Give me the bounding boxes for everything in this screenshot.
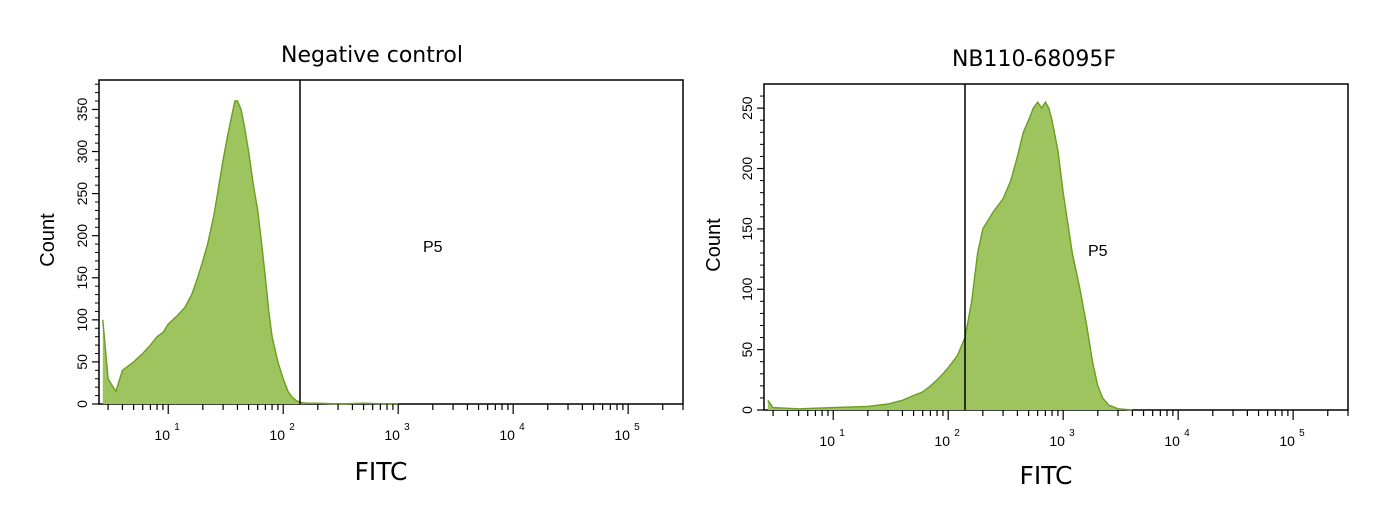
x-tick-exponent: 1 bbox=[174, 422, 180, 433]
y-tick-label: 150 bbox=[74, 266, 90, 290]
x-tick-exponent: 2 bbox=[954, 428, 960, 439]
y-tick-label: 100 bbox=[739, 277, 755, 301]
y-tick-label: 100 bbox=[74, 308, 90, 332]
x-tick-label: 10 bbox=[1049, 433, 1065, 449]
histogram-panel-nb110-68095f: NB110-68095F Count FITC 10 1 10 2 10 3 10 4 10 50… bbox=[703, 47, 1349, 490]
x-tick-exponent: 3 bbox=[404, 422, 410, 433]
chart-title: Negative control bbox=[281, 43, 463, 68]
y-tick-label: 0 bbox=[739, 406, 755, 414]
x-tick-label: 10 bbox=[934, 433, 950, 449]
x-tick-label: 10 bbox=[154, 427, 170, 443]
x-tick-label: 10 bbox=[1164, 433, 1180, 449]
gate-label: P5 bbox=[423, 239, 443, 256]
y-axis-label: Count bbox=[37, 213, 59, 267]
y-tick-label: 50 bbox=[739, 342, 755, 358]
x-tick-label: 10 bbox=[614, 427, 630, 443]
x-tick-exponent: 4 bbox=[1184, 428, 1190, 439]
y-tick-label: 250 bbox=[739, 96, 755, 120]
x-tick-exponent: 5 bbox=[634, 422, 640, 433]
x-tick-exponent: 3 bbox=[1069, 428, 1075, 439]
y-tick-label: 0 bbox=[74, 400, 90, 408]
gate-label: P5 bbox=[1088, 243, 1108, 260]
x-tick-exponent: 1 bbox=[839, 428, 845, 439]
y-tick-label: 50 bbox=[74, 354, 90, 370]
histogram-fill bbox=[102, 101, 399, 404]
y-tick-label: 150 bbox=[739, 217, 755, 241]
y-tick-label: 200 bbox=[739, 157, 755, 181]
x-tick-label: 10 bbox=[499, 427, 515, 443]
x-tick-exponent: 2 bbox=[289, 422, 295, 433]
x-axis-label: FITC bbox=[1019, 461, 1072, 490]
histogram-fill bbox=[767, 102, 1133, 410]
x-tick-label: 10 bbox=[384, 427, 400, 443]
histogram-outline bbox=[767, 100, 1133, 411]
y-axis-label: Count bbox=[703, 218, 725, 272]
x-tick-label: 10 bbox=[269, 427, 285, 443]
histogram-panel-negative-control: Negative control Count FITC 10 1 10 2 10 3 10 4… bbox=[37, 43, 684, 486]
y-tick-label: 350 bbox=[74, 98, 90, 122]
x-axis-label: FITC bbox=[354, 457, 407, 486]
x-tick-exponent: 4 bbox=[519, 422, 525, 433]
y-tick-label: 250 bbox=[74, 182, 90, 206]
x-tick-label: 10 bbox=[1279, 433, 1295, 449]
y-tick-label: 200 bbox=[74, 224, 90, 248]
y-tick-label: 300 bbox=[74, 140, 90, 164]
chart-title: NB110-68095F bbox=[952, 47, 1116, 72]
x-tick-exponent: 5 bbox=[1299, 428, 1305, 439]
histogram-outline bbox=[102, 100, 399, 405]
x-tick-label: 10 bbox=[819, 433, 835, 449]
